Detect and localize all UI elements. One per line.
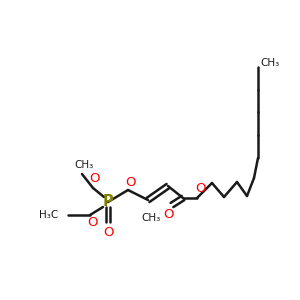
Text: O: O [196,182,206,196]
Text: H₃C: H₃C [39,210,58,220]
Text: O: O [90,172,100,185]
Text: CH₃: CH₃ [141,213,160,223]
Text: O: O [125,176,135,188]
Text: P: P [103,194,113,209]
Text: O: O [87,217,97,230]
Text: O: O [103,226,113,238]
Text: CH₃: CH₃ [74,160,94,170]
Text: CH₃: CH₃ [260,58,280,68]
Text: O: O [164,208,174,221]
